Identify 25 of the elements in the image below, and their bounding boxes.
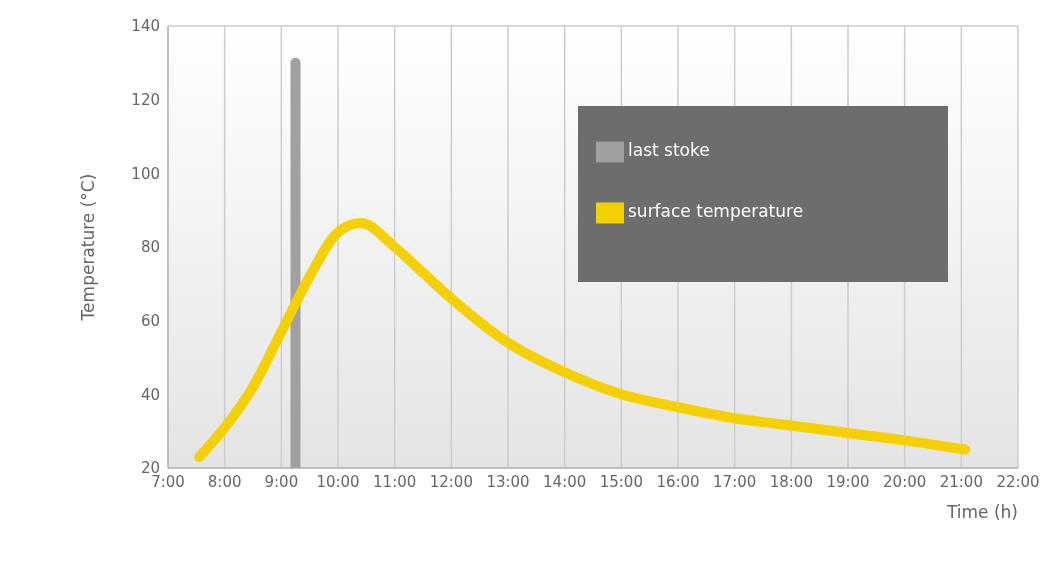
x-tick-label: 18:00 [769,472,813,491]
y-tick-label: 120 [131,90,160,109]
x-tick-label: 8:00 [207,472,242,491]
y-axis-title: Temperature (°C) [78,173,99,322]
x-tick-label: 14:00 [543,472,587,491]
y-tick-label: 80 [140,238,160,257]
x-tick-label: 13:00 [486,472,530,491]
x-tick-label: 21:00 [939,472,983,491]
y-tick-label: 100 [131,164,160,183]
x-tick-label: 16:00 [656,472,700,491]
x-tick-label: 15:00 [599,472,643,491]
legend-label: surface temperature [628,201,804,221]
x-tick-label: 19:00 [826,472,870,491]
x-tick-label: 9:00 [264,472,299,491]
x-tick-label: 11:00 [373,472,417,491]
x-tick-label: 22:00 [996,472,1040,491]
x-tick-label: 20:00 [883,472,927,491]
legend-label: last stoke [628,140,710,160]
x-tick-label: 17:00 [713,472,757,491]
y-tick-label: 140 [131,17,160,36]
x-axis-title: Time (h) [945,502,1018,522]
x-tick-label: 10:00 [316,472,360,491]
y-tick-label: 60 [140,311,160,330]
x-tick-label: 12:00 [429,472,473,491]
y-tick-label: 40 [140,385,160,404]
